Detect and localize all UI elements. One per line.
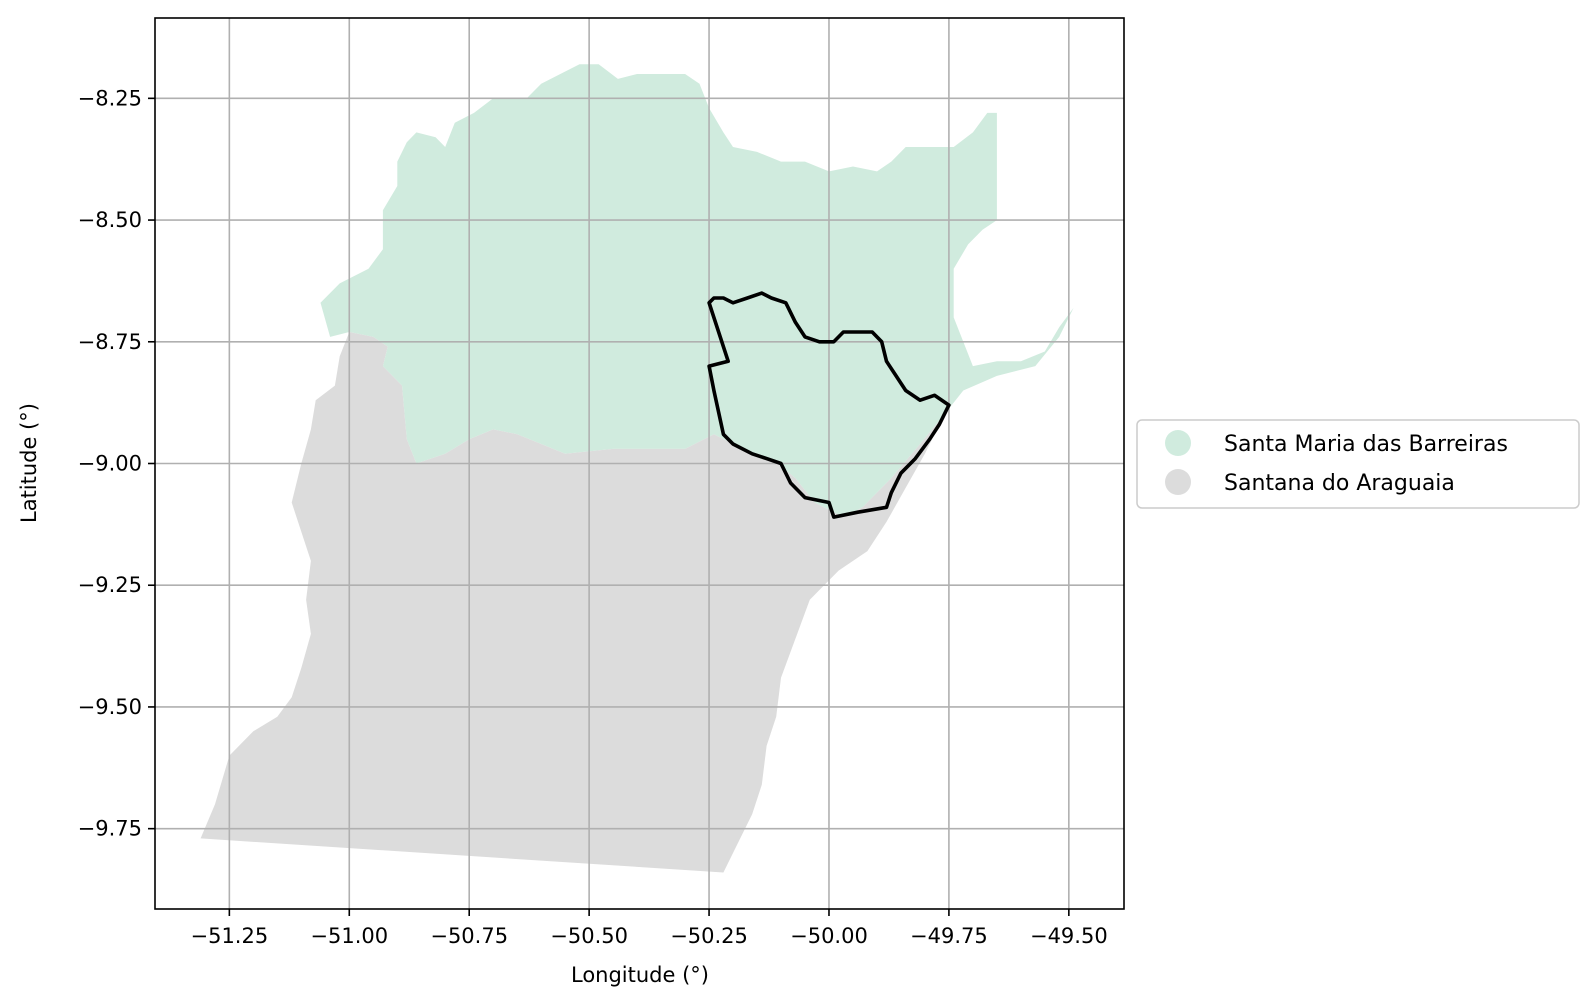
- legend-box: [1136, 419, 1580, 509]
- x-tick-label: −50.25: [670, 924, 748, 948]
- y-tick-label: −9.00: [78, 452, 142, 476]
- highlight-outline: [707, 291, 951, 519]
- x-tick-label: −50.75: [430, 924, 508, 948]
- x-tick-label: −49.50: [1030, 924, 1108, 948]
- region-santana-do-araguaia: [200, 332, 945, 873]
- legend: Santa Maria das Barreiras Santana do Ara…: [1136, 419, 1580, 509]
- legend-swatch-santa-maria: [1165, 430, 1191, 456]
- legend-swatch-santana: [1165, 469, 1191, 495]
- legend-label-santana: Santana do Araguaia: [1224, 471, 1455, 496]
- legend-label-santa-maria: Santa Maria das Barreiras: [1224, 432, 1508, 457]
- region-santa-maria-das-barreiras: [320, 64, 1074, 518]
- y-tick-label: −8.50: [78, 208, 142, 232]
- x-tick-label: −50.50: [550, 924, 628, 948]
- y-tick-label: −8.25: [78, 86, 142, 110]
- y-tick-label: −9.25: [78, 573, 142, 597]
- y-axis-ticks: −8.25 −8.50 −8.75 −9.00 −9.25 −9.50 −9.75: [78, 86, 155, 841]
- y-tick-label: −9.75: [78, 817, 142, 841]
- y-tick-label: −9.50: [78, 695, 142, 719]
- y-tick-label: −8.75: [78, 330, 142, 354]
- y-axis-label: Latitude (°): [17, 403, 41, 523]
- x-tick-label: −51.25: [190, 924, 268, 948]
- x-axis-ticks: −51.25 −51.00 −50.75 −50.50 −50.25 −50.00 −49.…: [190, 909, 1108, 948]
- x-tick-label: −49.75: [910, 924, 988, 948]
- grid-lines: [155, 18, 1124, 909]
- map-regions: [200, 64, 1074, 873]
- highlight-outline-layer: [707, 291, 951, 519]
- x-axis-label: Longitude (°): [571, 963, 709, 987]
- x-tick-label: −51.00: [310, 924, 388, 948]
- x-tick-label: −50.00: [790, 924, 868, 948]
